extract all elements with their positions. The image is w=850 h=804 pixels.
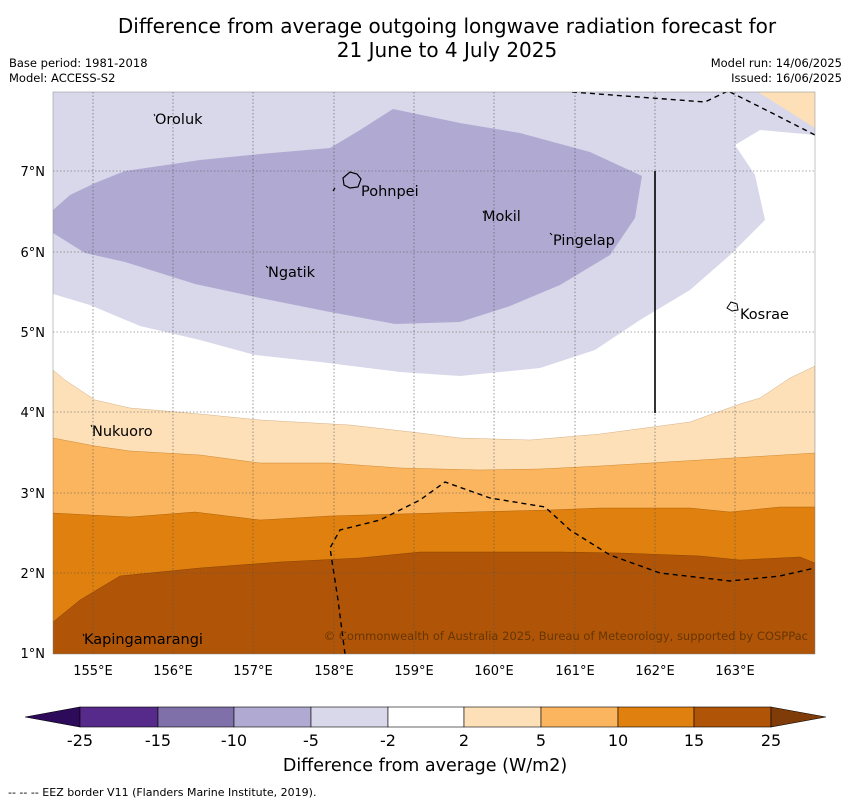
- title-line-1: Difference from average outgoing longwav…: [117, 14, 777, 38]
- place-ngatik: Ngatik: [268, 265, 316, 281]
- x-tick-label: 157°E: [233, 664, 273, 679]
- colorbar-arrow-left: [24, 706, 81, 728]
- colorbar-seg: [310, 706, 389, 728]
- y-tick-label: 1°N: [21, 647, 46, 662]
- copyright-notice: © Commonwealth of Australia 2025, Bureau…: [323, 629, 808, 643]
- colorbar-seg: [540, 706, 619, 728]
- x-tick-label: 162°E: [635, 664, 675, 679]
- y-tick-label: 5°N: [21, 326, 46, 341]
- place-kosrae: Kosrae: [740, 307, 789, 323]
- place-pohnpei: Pohnpei: [361, 184, 419, 200]
- y-tick-label: 7°N: [21, 165, 46, 180]
- band-15-to-25: [53, 551, 815, 654]
- colorbar-tick-label: 5: [535, 731, 547, 750]
- map-plot-area: [53, 92, 815, 654]
- colorbar-seg: [233, 706, 312, 728]
- colorbar: [24, 706, 827, 728]
- colorbar-tick-label: -25: [66, 731, 94, 750]
- y-tick-label: 4°N: [21, 406, 46, 421]
- x-tick-label: 155°E: [73, 664, 113, 679]
- map-title: Difference from average outgoing longwav…: [0, 14, 850, 62]
- colorbar-arrow-right: [770, 706, 827, 728]
- x-tick-label: 159°E: [394, 664, 434, 679]
- colorbar-tick-label: -15: [144, 731, 172, 750]
- model-run: Model run: 14/06/2025: [710, 56, 842, 70]
- base-period: Base period: 1981-2018: [9, 56, 148, 70]
- eez-footnote: -- -- -- EEZ border V11 (Flanders Marine…: [8, 786, 317, 799]
- colorbar-seg: [463, 706, 542, 728]
- band-top-right: [758, 92, 815, 128]
- x-tick-label: 158°E: [314, 664, 354, 679]
- ant-atoll: [332, 187, 336, 192]
- pohnpei-island: [342, 171, 362, 189]
- colorbar-tick-label: 25: [760, 731, 782, 750]
- y-tick-label: 3°N: [21, 487, 46, 502]
- colorbar-seg: [617, 706, 695, 728]
- colorbar-seg: [79, 706, 159, 728]
- x-tick-label: 156°E: [153, 664, 193, 679]
- meta-right: Model run: 14/06/2025 Issued: 16/06/2025: [711, 56, 842, 86]
- x-tick-label: 160°E: [474, 664, 514, 679]
- y-tick-label: 6°N: [21, 246, 46, 261]
- y-tick-label: 2°N: [21, 567, 46, 582]
- plot-frame: [52, 91, 816, 655]
- x-tick-label: 163°E: [715, 664, 755, 679]
- atoll-markers: [82, 113, 553, 637]
- colorbar-tick-label: 2: [458, 731, 470, 750]
- place-mokil: Mokil: [483, 209, 521, 225]
- meta-left: Base period: 1981-2018 Model: ACCESS-S2: [9, 56, 148, 86]
- colorbar-tick-label: -10: [220, 731, 248, 750]
- band-minus10-to-minus5: [53, 109, 642, 324]
- colorbar-seg: [387, 706, 465, 728]
- colorbar-title: Difference from average (W/m2): [282, 756, 568, 776]
- place-oroluk: Oroluk: [155, 112, 203, 128]
- colorbar-tick-label: -2: [380, 731, 396, 750]
- kosrae-island: [726, 301, 739, 312]
- y-axis: 7°N 6°N 5°N 4°N 3°N 2°N 1°N: [21, 165, 46, 662]
- title-line-2: 21 June to 4 July 2025: [336, 38, 558, 62]
- colorbar-tick-label: 15: [683, 731, 705, 750]
- model-name: Model: ACCESS-S2: [9, 71, 116, 85]
- issued-date: Issued: 16/06/2025: [731, 71, 842, 85]
- colorbar-tick-label: -5: [303, 731, 319, 750]
- colorbar-tick-label: 10: [607, 731, 629, 750]
- place-nukuoro: Nukuoro: [92, 424, 153, 440]
- place-pingelap: Pingelap: [553, 233, 615, 249]
- x-axis: 155°E 156°E 157°E 158°E 159°E 160°E 161°…: [73, 664, 755, 679]
- place-kapingamarangi: Kapingamarangi: [84, 632, 203, 648]
- colorbar-seg: [693, 706, 772, 728]
- colorbar-seg: [157, 706, 235, 728]
- x-tick-label: 161°E: [555, 664, 595, 679]
- eez-borders: [329, 92, 815, 654]
